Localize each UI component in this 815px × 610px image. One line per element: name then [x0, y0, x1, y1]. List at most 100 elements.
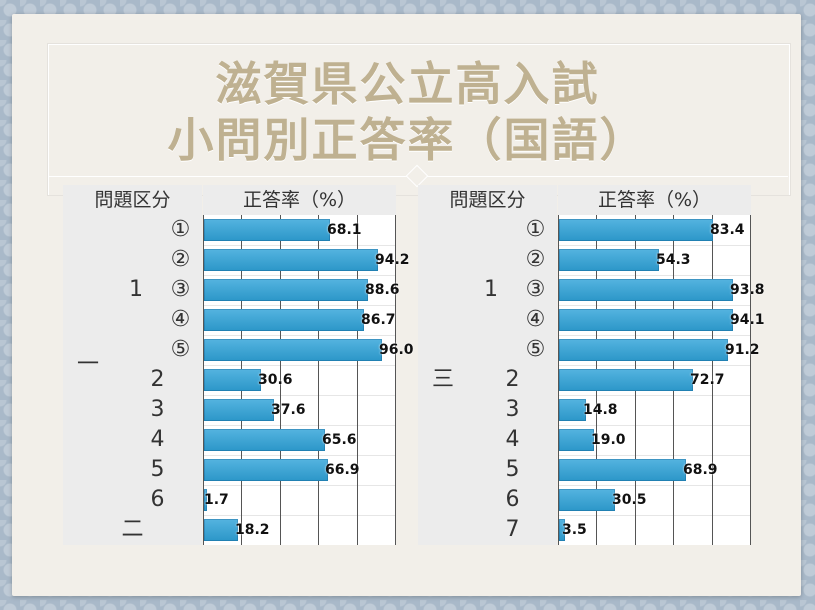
bar	[559, 489, 615, 511]
group-label: 三	[418, 215, 468, 545]
bar	[559, 249, 659, 271]
row-label: 2	[468, 365, 557, 395]
gridline	[395, 215, 396, 545]
row-label: 7	[468, 515, 557, 545]
row-separator	[558, 305, 751, 306]
bar	[204, 309, 364, 331]
row-separator	[558, 485, 751, 486]
value-label: 83.4	[710, 222, 745, 238]
value-label: 72.7	[690, 372, 725, 388]
value-label: 93.8	[730, 282, 765, 298]
row-label: ④	[159, 305, 202, 335]
gridline	[203, 215, 204, 545]
bar	[204, 279, 368, 301]
bar	[559, 399, 586, 421]
title-line-1: 滋賀県公立高入試	[215, 57, 600, 111]
row-separator	[558, 365, 751, 366]
gridline	[318, 215, 319, 545]
title-line-2: 小問別正答率（国語）	[167, 113, 648, 167]
bar	[559, 369, 693, 391]
value-label: 37.6	[271, 402, 306, 418]
gridline	[750, 215, 751, 545]
row-label: ②	[159, 245, 202, 275]
bar	[204, 369, 261, 391]
bar	[559, 339, 728, 361]
gridline	[280, 215, 281, 545]
row-label: 5	[468, 455, 557, 485]
row-label: ②	[514, 245, 557, 275]
row-label: 6	[468, 485, 557, 515]
row-separator	[203, 485, 396, 486]
row-separator	[558, 245, 751, 246]
row-separator	[558, 455, 751, 456]
value-label: 88.6	[365, 282, 400, 298]
bar	[559, 279, 733, 301]
bar	[204, 249, 378, 271]
row-separator	[558, 395, 751, 396]
row-label: 3	[113, 395, 202, 425]
row-label: ①	[159, 215, 202, 245]
row-separator	[203, 365, 396, 366]
header-category: 問題区分	[418, 185, 557, 215]
value-label: 68.1	[327, 222, 362, 238]
header-value: 正答率（%）	[203, 185, 396, 215]
gridline	[712, 215, 713, 545]
group-label: 一	[63, 215, 113, 515]
value-label: 91.2	[725, 342, 760, 358]
row-label: ③	[514, 275, 557, 305]
header-value: 正答率（%）	[558, 185, 751, 215]
row-separator	[203, 395, 396, 396]
gridline	[558, 215, 559, 545]
row-label: 5	[113, 455, 202, 485]
value-label: 94.1	[730, 312, 765, 328]
value-label: 94.2	[375, 252, 410, 268]
bar	[559, 459, 686, 481]
row-separator	[203, 335, 396, 336]
bar	[559, 429, 594, 451]
bar	[204, 339, 382, 361]
value-label: 66.9	[325, 462, 360, 478]
value-label: 30.6	[258, 372, 293, 388]
value-label: 54.3	[656, 252, 691, 268]
bar	[204, 489, 207, 511]
group-label: 二	[63, 515, 202, 545]
header-category: 問題区分	[63, 185, 202, 215]
bar-table-1: 問題区分 正答率（%） 一 1 ① ② ③ ④ ⑤ 2 3 4 5 6 二 68.1 94.2 88.6 86.7 9…	[63, 185, 414, 547]
row-label: ⑤	[514, 335, 557, 365]
row-label: 3	[468, 395, 557, 425]
title-frame	[48, 44, 790, 195]
bar	[559, 519, 565, 541]
bar	[559, 309, 733, 331]
subgroup-label: 1	[113, 215, 159, 365]
bar	[204, 519, 238, 541]
row-separator	[558, 335, 751, 336]
row-separator	[558, 515, 751, 516]
row-label: 6	[113, 485, 202, 515]
value-label: 65.6	[322, 432, 357, 448]
bar	[204, 399, 274, 421]
value-label: 14.8	[583, 402, 618, 418]
bar	[204, 459, 328, 481]
row-separator	[203, 275, 396, 276]
value-label: 19.0	[591, 432, 626, 448]
value-label: 1.7	[204, 492, 229, 508]
plot-area: 68.1 94.2 88.6 86.7 96.0 30.6 37.6 65.6 66.9 1.7 1…	[203, 215, 414, 545]
row-label: 2	[113, 365, 202, 395]
gridline	[357, 215, 358, 545]
row-separator	[203, 455, 396, 456]
row-label: 4	[113, 425, 202, 455]
row-label: ④	[514, 305, 557, 335]
bar	[559, 219, 713, 241]
row-separator	[203, 425, 396, 426]
row-separator	[203, 305, 396, 306]
bar	[204, 219, 330, 241]
value-label: 86.7	[361, 312, 396, 328]
value-label: 68.9	[683, 462, 718, 478]
value-label: 30.5	[612, 492, 647, 508]
bar-table-2: 問題区分 正答率（%） 三 1 ① ② ③ ④ ⑤ 2 3 4 5 6 7 83.4 54.3 93.8 94.1 9…	[418, 185, 765, 547]
row-label: ③	[159, 275, 202, 305]
row-separator	[203, 515, 396, 516]
plot-area: 83.4 54.3 93.8 94.1 91.2 72.7 14.8 19.0 68.9 30.5…	[558, 215, 765, 545]
value-label: 96.0	[379, 342, 414, 358]
value-label: 18.2	[235, 522, 270, 538]
